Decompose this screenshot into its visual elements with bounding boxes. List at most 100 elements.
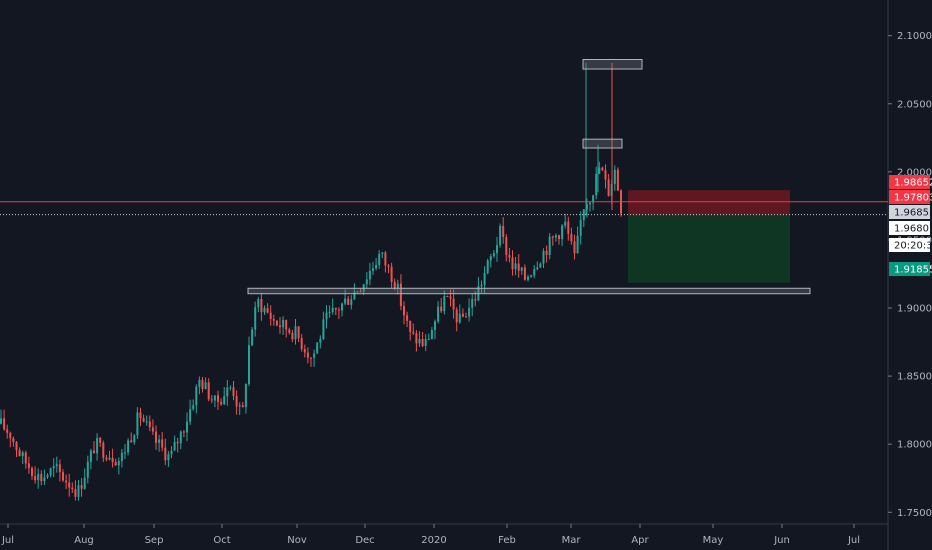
candle-body bbox=[306, 352, 309, 358]
candle-body bbox=[49, 468, 52, 476]
candle-body bbox=[511, 257, 514, 270]
resistance-zone-lower-box[interactable] bbox=[582, 138, 623, 149]
candle-body bbox=[65, 480, 68, 483]
time-tick-label: 2020 bbox=[421, 535, 446, 546]
candle-body bbox=[427, 339, 430, 341]
candle-body bbox=[545, 250, 548, 255]
candle-body bbox=[136, 412, 139, 436]
time-tick-label: Jul bbox=[1, 535, 14, 546]
candle-body bbox=[182, 431, 185, 433]
candle-body bbox=[291, 332, 294, 340]
candle-body bbox=[616, 169, 619, 191]
candle-body bbox=[613, 169, 616, 184]
time-tick-label: Nov bbox=[287, 535, 307, 546]
take-profit-zone[interactable] bbox=[628, 214, 790, 283]
candle-body bbox=[461, 313, 464, 317]
candle-body bbox=[241, 405, 244, 408]
candle-body bbox=[443, 295, 446, 312]
candle-body bbox=[34, 475, 37, 481]
candle-body bbox=[421, 338, 424, 346]
candle-body bbox=[223, 396, 226, 405]
candle-body bbox=[406, 315, 409, 321]
price-tick-label: 2.05000 bbox=[897, 99, 932, 110]
candle-body bbox=[192, 405, 195, 410]
candle-body bbox=[489, 256, 492, 261]
candle-body bbox=[514, 263, 517, 270]
stop-loss-price-label: 1.98652 bbox=[894, 178, 932, 189]
candle-body bbox=[195, 386, 198, 406]
candle-body bbox=[269, 312, 272, 320]
time-tick-label: Dec bbox=[355, 535, 374, 546]
time-tick-label: Jun bbox=[773, 535, 790, 546]
candle-body bbox=[310, 357, 312, 359]
stop-loss-zone[interactable] bbox=[628, 190, 790, 215]
support-zone-box[interactable] bbox=[247, 287, 811, 295]
candle-body bbox=[77, 485, 80, 497]
candle-body bbox=[217, 395, 219, 402]
candle-body bbox=[322, 319, 325, 339]
candle-body bbox=[589, 202, 591, 205]
candle-body bbox=[567, 221, 570, 234]
candle-body bbox=[207, 382, 210, 400]
candle-body bbox=[55, 464, 58, 466]
drawn-zones[interactable] bbox=[247, 59, 811, 295]
candle-body bbox=[124, 452, 126, 454]
last-price-label-box bbox=[889, 221, 930, 235]
candle-body bbox=[468, 307, 471, 317]
candle-body bbox=[139, 412, 142, 419]
candle-body bbox=[282, 319, 285, 328]
candle-body bbox=[189, 409, 192, 422]
level-lines bbox=[0, 201, 888, 216]
candle-body bbox=[151, 427, 154, 432]
candle-body bbox=[598, 167, 601, 174]
candle-body bbox=[418, 338, 421, 344]
candle-body bbox=[93, 450, 95, 454]
candle-body bbox=[533, 269, 536, 276]
candle-body bbox=[508, 255, 511, 258]
candle-body bbox=[0, 418, 2, 424]
candle-body bbox=[499, 226, 502, 246]
candle-body bbox=[213, 395, 216, 401]
candle-body bbox=[582, 209, 585, 221]
candle-body bbox=[62, 472, 64, 481]
candle-body bbox=[117, 460, 120, 466]
candle-body bbox=[83, 477, 86, 489]
candle-body bbox=[105, 457, 108, 460]
candle-body bbox=[167, 454, 170, 461]
candle-body bbox=[372, 268, 374, 271]
candle-body bbox=[564, 221, 567, 226]
candle-body bbox=[96, 437, 99, 454]
candle-body bbox=[595, 173, 598, 196]
countdown-label-box bbox=[889, 238, 930, 252]
candle-body bbox=[539, 263, 542, 268]
candle-body bbox=[198, 379, 201, 387]
candle-body bbox=[415, 333, 418, 344]
candle-body bbox=[331, 307, 334, 313]
candle-body bbox=[6, 429, 9, 433]
candles-layer bbox=[0, 62, 622, 501]
candle-body bbox=[68, 482, 71, 488]
candle-body bbox=[561, 225, 564, 240]
candle-body bbox=[396, 283, 399, 289]
risk-reward-zones[interactable] bbox=[628, 190, 790, 283]
candle-body bbox=[297, 326, 300, 339]
candle-body bbox=[551, 236, 554, 238]
candle-body bbox=[347, 298, 350, 305]
candle-body bbox=[316, 342, 319, 354]
candle-body bbox=[27, 463, 30, 469]
resistance-zone-upper-box[interactable] bbox=[582, 59, 643, 70]
candle-body bbox=[365, 279, 368, 285]
candle-body bbox=[449, 296, 452, 299]
candle-body bbox=[145, 421, 148, 423]
candle-body bbox=[43, 477, 46, 482]
candle-body bbox=[350, 299, 353, 305]
time-tick-label: Aug bbox=[74, 535, 94, 546]
candle-body bbox=[592, 195, 595, 203]
candle-body bbox=[375, 264, 378, 269]
candle-body bbox=[99, 437, 102, 443]
candle-body bbox=[46, 475, 49, 478]
candle-body bbox=[604, 170, 607, 180]
candle-body bbox=[390, 266, 393, 282]
candle-body bbox=[210, 399, 213, 401]
